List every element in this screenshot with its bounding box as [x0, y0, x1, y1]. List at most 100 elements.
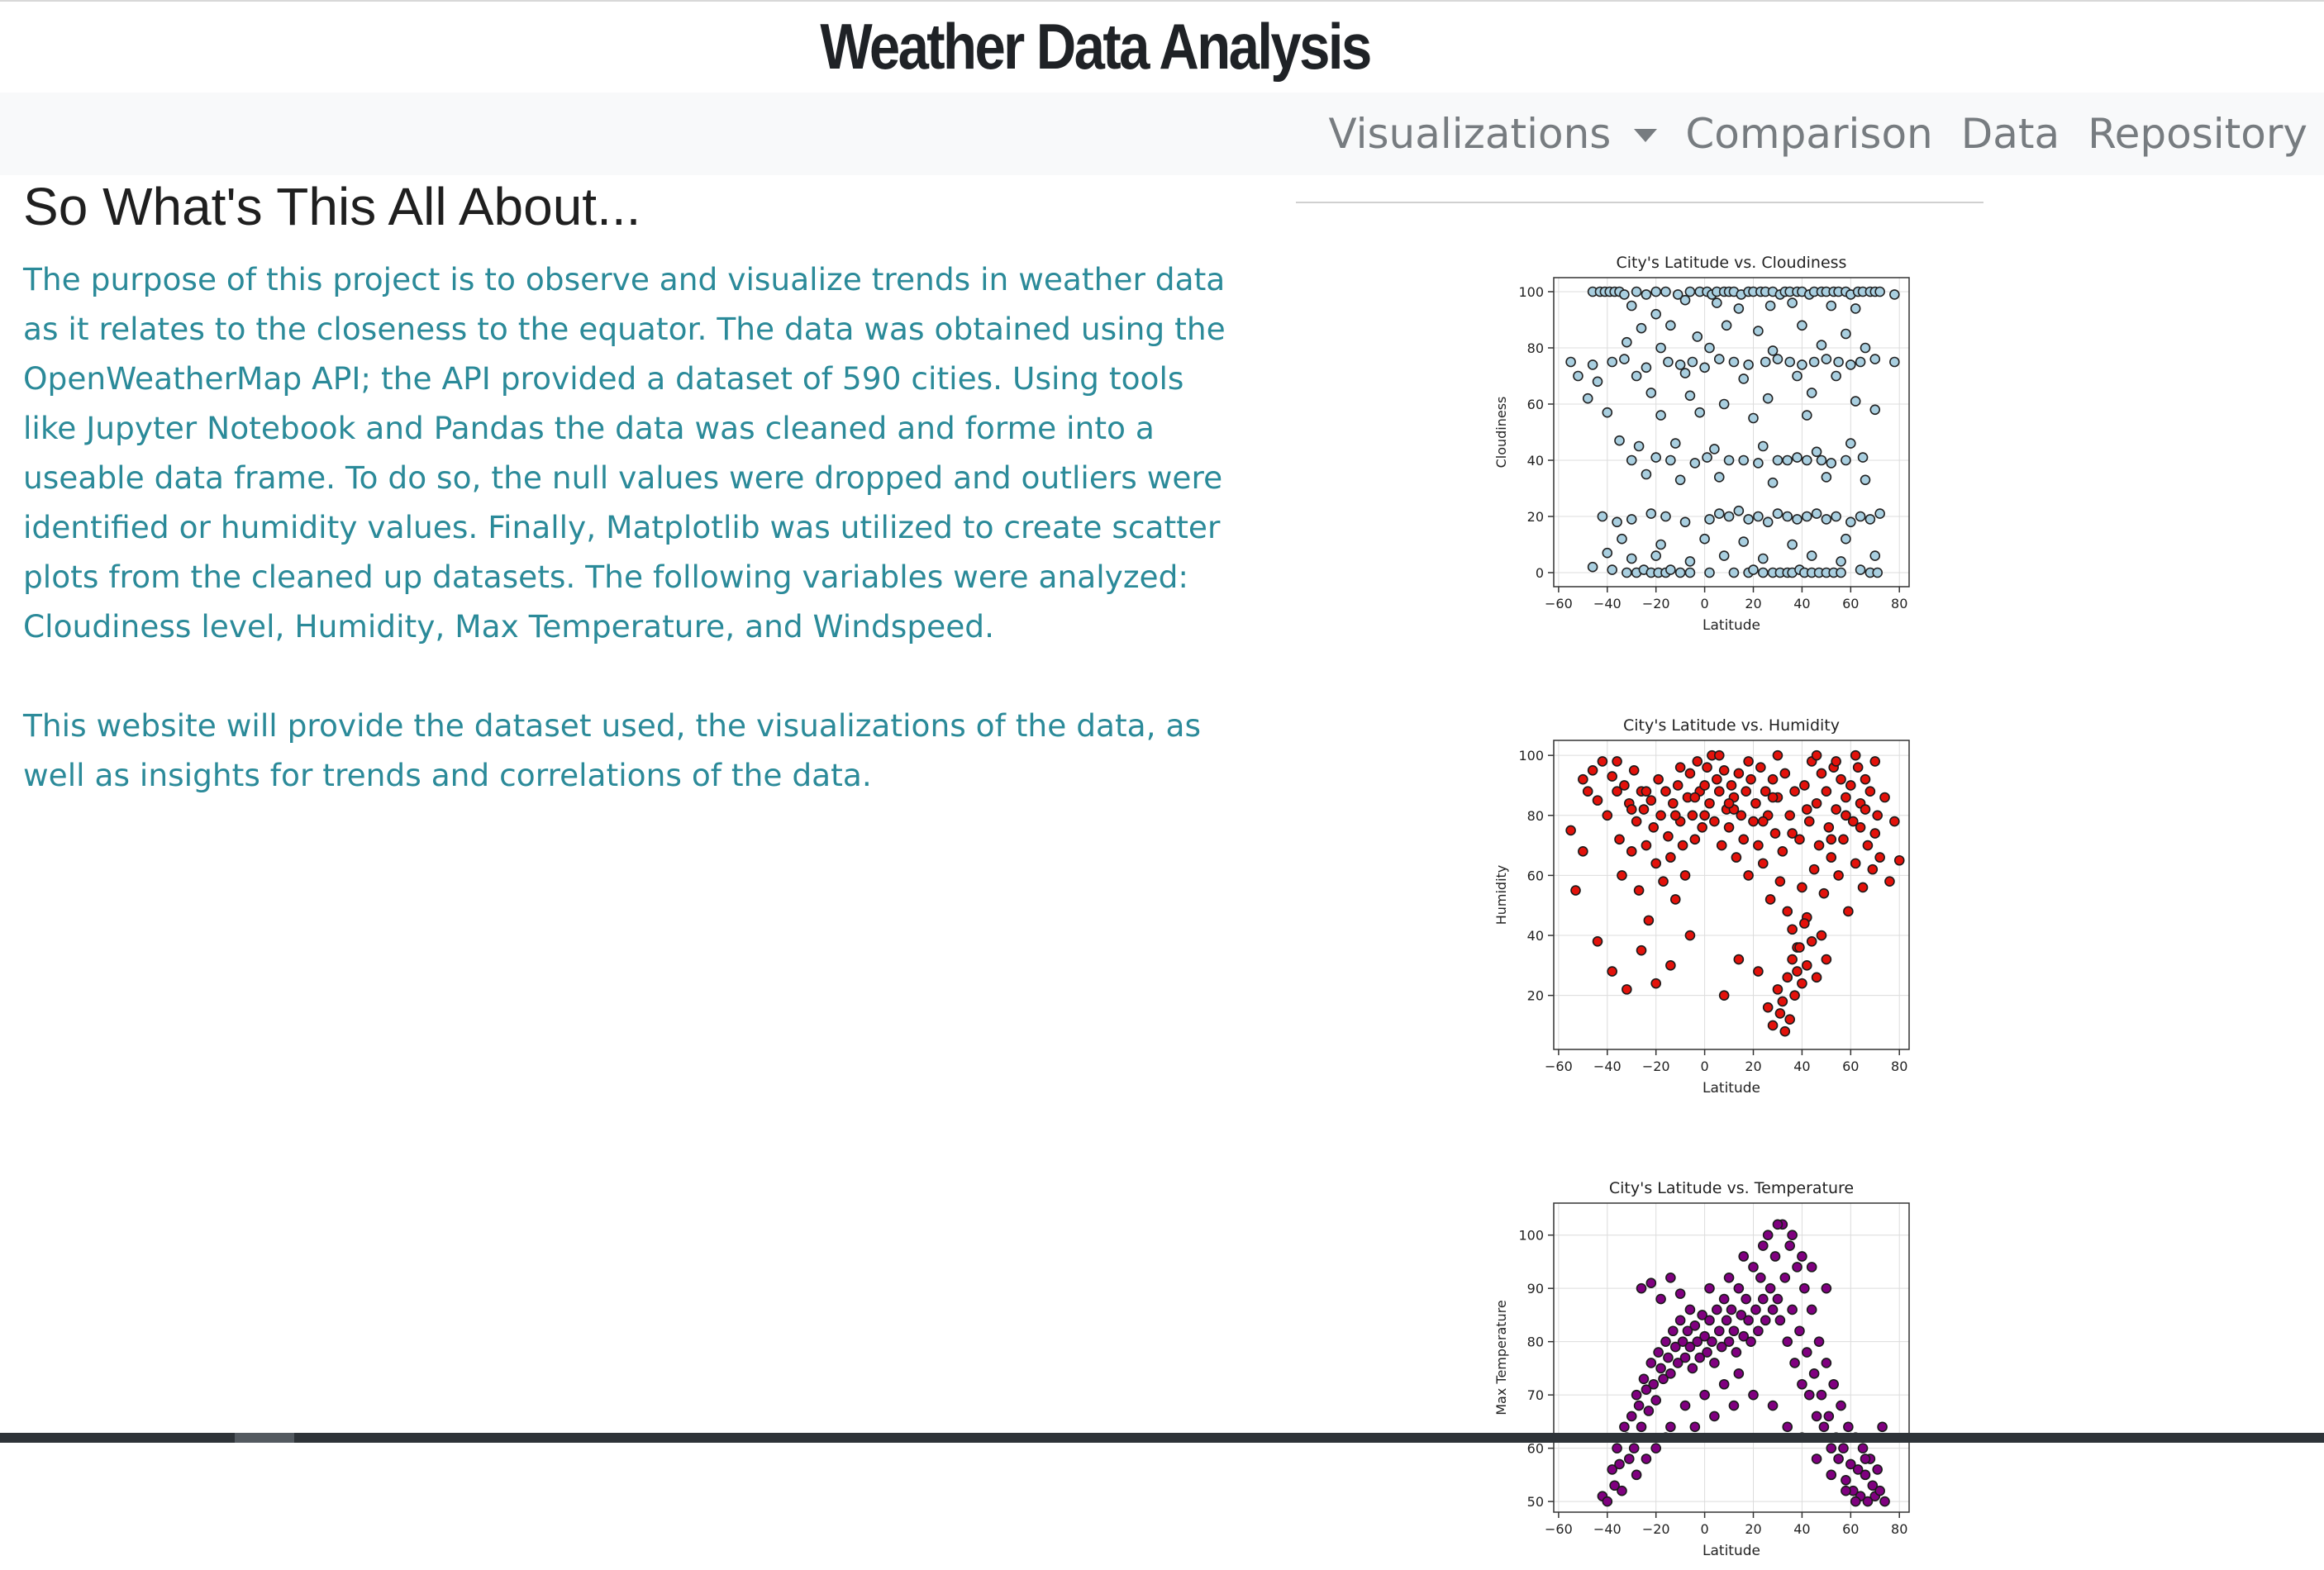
data-point	[1787, 1304, 1798, 1315]
data-point	[1862, 840, 1874, 851]
x-tick-label: 20	[1745, 1059, 1761, 1074]
x-tick-label: −20	[1642, 596, 1670, 611]
nav-visualizations-dropdown[interactable]: Visualizations	[1328, 110, 1658, 158]
data-point	[1777, 996, 1788, 1007]
data-point	[1841, 533, 1851, 545]
data-point	[1699, 362, 1710, 373]
data-point	[1782, 1336, 1793, 1347]
data-point	[1826, 458, 1837, 469]
data-point	[1631, 1469, 1642, 1481]
data-point	[1782, 511, 1793, 522]
data-point	[1874, 286, 1885, 297]
data-point	[1811, 1411, 1822, 1422]
data-point	[1792, 514, 1803, 525]
nav-comparison-link[interactable]: Comparison	[1685, 110, 1933, 158]
data-point	[1612, 756, 1622, 767]
data-point	[1792, 452, 1803, 463]
data-point	[1864, 786, 1876, 797]
data-point	[1602, 810, 1613, 821]
data-point	[1841, 1475, 1851, 1486]
data-point	[1641, 289, 1652, 300]
data-point	[1573, 370, 1583, 382]
data-point	[1802, 511, 1812, 522]
data-point	[1889, 816, 1900, 827]
data-point	[1626, 804, 1637, 815]
data-point	[1808, 356, 1820, 368]
chevron-down-icon	[1634, 129, 1658, 142]
y-tick-label: 40	[1527, 453, 1544, 469]
data-point	[1836, 567, 1846, 578]
data-point	[1802, 410, 1812, 421]
data-point	[1799, 1282, 1810, 1294]
data-point	[1755, 1272, 1766, 1283]
data-point	[1738, 373, 1750, 384]
data-point	[1650, 550, 1661, 561]
data-point	[1841, 454, 1851, 466]
data-point	[1713, 508, 1725, 519]
data-point	[1797, 1378, 1807, 1390]
data-point	[1841, 1485, 1851, 1496]
data-point	[1668, 797, 1679, 809]
data-point	[1772, 1219, 1783, 1230]
data-point	[1704, 797, 1715, 809]
data-point	[1626, 1411, 1637, 1422]
x-tick-label: 40	[1793, 1521, 1810, 1537]
data-point	[1582, 392, 1593, 404]
data-point	[1767, 773, 1779, 785]
y-axis-label: Humidity	[1493, 865, 1509, 925]
data-point	[1663, 1352, 1674, 1363]
data-point	[1802, 454, 1812, 466]
data-point	[1743, 514, 1754, 525]
data-point	[1794, 834, 1805, 845]
data-point	[1772, 354, 1783, 364]
data-point	[1821, 354, 1832, 364]
data-points	[1565, 286, 1900, 578]
data-point	[1645, 508, 1657, 519]
data-point	[1787, 954, 1798, 965]
data-point	[1738, 834, 1750, 845]
data-point	[1782, 972, 1793, 983]
data-point	[1674, 359, 1686, 370]
taskbar-item[interactable]	[235, 1433, 294, 1443]
data-point	[1813, 1336, 1825, 1347]
x-tick-label: 20	[1745, 1521, 1761, 1537]
data-point	[1578, 846, 1588, 857]
data-point	[1709, 1358, 1720, 1368]
data-point	[1692, 1336, 1703, 1347]
data-point	[1767, 477, 1779, 488]
nav-repository-link[interactable]: Repository	[2088, 110, 2307, 158]
data-point	[1777, 846, 1788, 857]
data-points	[1565, 749, 1905, 1037]
data-point	[1741, 1293, 1751, 1305]
data-point	[1769, 828, 1781, 839]
data-point	[1767, 1400, 1779, 1411]
data-point	[1674, 762, 1686, 773]
data-point	[1641, 1453, 1652, 1464]
data-point	[1643, 1406, 1655, 1416]
data-point	[1633, 1400, 1645, 1411]
data-point	[1653, 1347, 1664, 1358]
x-tick-label: 60	[1842, 1521, 1859, 1537]
temperature-chart: City's Latitude vs. Temperature −60 −40 −20…	[1488, 1173, 1950, 1570]
data-point	[1818, 1421, 1830, 1433]
data-point	[1689, 834, 1701, 845]
nav-data-link[interactable]: Data	[1960, 110, 2060, 158]
data-point	[1682, 1325, 1693, 1337]
data-point	[1733, 1368, 1745, 1379]
data-point	[1843, 906, 1854, 917]
data-point	[1869, 828, 1881, 839]
data-point	[1689, 1421, 1701, 1433]
data-point	[1699, 1389, 1710, 1401]
data-point	[1607, 564, 1617, 575]
data-point	[1757, 1240, 1769, 1251]
data-point	[1699, 810, 1710, 821]
y-axis-label: Cloudiness	[1493, 397, 1509, 469]
data-point	[1760, 1315, 1771, 1326]
data-point	[1648, 822, 1660, 833]
data-point	[1767, 1304, 1779, 1315]
data-point	[1699, 533, 1710, 545]
about-paragraph-2: This website will provide the dataset us…	[23, 707, 1202, 793]
data-point	[1636, 1421, 1647, 1433]
data-point	[1733, 768, 1745, 779]
data-point	[1855, 822, 1866, 833]
